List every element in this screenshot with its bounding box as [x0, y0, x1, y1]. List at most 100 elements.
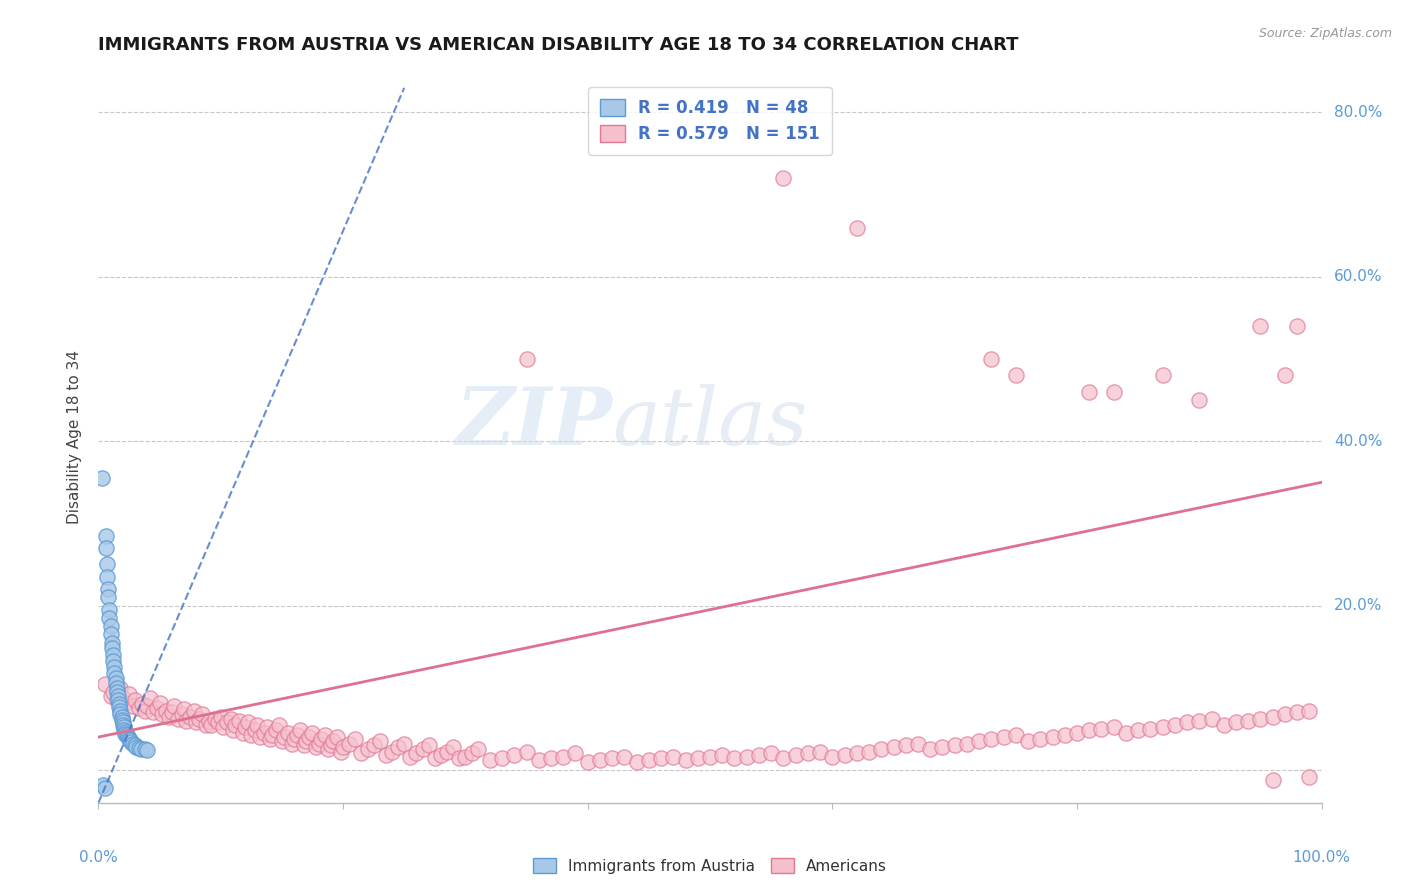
Point — [1017, 734, 1039, 748]
Point — [110, 681, 132, 695]
Point — [318, 742, 340, 756]
Point — [858, 745, 880, 759]
Point — [93, 676, 115, 690]
Point — [204, 712, 226, 726]
Point — [107, 693, 129, 707]
Point — [430, 748, 453, 763]
Point — [100, 619, 122, 633]
Text: 20.0%: 20.0% — [1334, 598, 1382, 613]
Point — [797, 747, 820, 761]
Point — [527, 753, 550, 767]
Point — [200, 717, 222, 731]
Point — [219, 712, 242, 726]
Point — [256, 720, 278, 734]
Point — [1237, 714, 1260, 728]
Point — [105, 685, 128, 699]
Point — [808, 745, 831, 759]
Point — [1066, 726, 1088, 740]
Point — [269, 717, 291, 731]
Point — [1274, 368, 1296, 383]
Point — [436, 745, 458, 759]
Point — [94, 529, 117, 543]
Point — [1164, 717, 1187, 731]
Point — [613, 749, 636, 764]
Point — [176, 714, 198, 728]
Point — [173, 702, 195, 716]
Point — [845, 220, 868, 235]
Point — [503, 748, 526, 763]
Point — [228, 714, 250, 728]
Point — [236, 715, 259, 730]
Point — [243, 723, 266, 738]
Point — [292, 739, 315, 753]
Point — [460, 747, 482, 761]
Point — [1102, 720, 1125, 734]
Point — [834, 748, 856, 763]
Point — [711, 748, 734, 763]
Point — [931, 739, 953, 754]
Y-axis label: Disability Age 18 to 34: Disability Age 18 to 34 — [67, 350, 83, 524]
Point — [121, 737, 143, 751]
Point — [1139, 722, 1161, 736]
Point — [785, 748, 807, 763]
Point — [128, 740, 150, 755]
Point — [110, 704, 132, 718]
Point — [134, 704, 156, 718]
Point — [187, 712, 209, 726]
Point — [136, 743, 159, 757]
Point — [626, 755, 648, 769]
Point — [314, 728, 336, 742]
Point — [1004, 368, 1026, 383]
Point — [283, 731, 305, 746]
Point — [114, 727, 136, 741]
Point — [103, 660, 125, 674]
Point — [662, 749, 685, 764]
Point — [735, 749, 758, 764]
Point — [1102, 384, 1125, 399]
Point — [105, 693, 128, 707]
Point — [108, 700, 131, 714]
Point — [120, 735, 142, 749]
Point — [491, 750, 513, 764]
Point — [967, 734, 990, 748]
Point — [215, 715, 238, 730]
Point — [1053, 728, 1076, 742]
Point — [150, 706, 173, 721]
Point — [224, 717, 246, 731]
Point — [478, 753, 501, 767]
Point — [114, 696, 136, 710]
Text: IMMIGRANTS FROM AUSTRIA VS AMERICAN DISABILITY AGE 18 TO 34 CORRELATION CHART: IMMIGRANTS FROM AUSTRIA VS AMERICAN DISA… — [98, 36, 1019, 54]
Point — [118, 731, 141, 746]
Point — [111, 715, 134, 730]
Point — [1078, 723, 1101, 738]
Point — [110, 706, 132, 721]
Point — [1029, 731, 1052, 746]
Point — [264, 723, 287, 738]
Point — [149, 696, 172, 710]
Point — [1286, 319, 1309, 334]
Point — [111, 690, 134, 705]
Point — [134, 742, 156, 756]
Point — [179, 709, 201, 723]
Point — [186, 715, 208, 730]
Point — [136, 698, 159, 713]
Point — [305, 739, 328, 754]
Point — [993, 730, 1015, 744]
Point — [103, 665, 125, 680]
Point — [686, 751, 709, 765]
Point — [1152, 720, 1174, 734]
Point — [142, 706, 165, 720]
Point — [252, 726, 274, 740]
Point — [589, 753, 612, 767]
Point — [363, 739, 385, 753]
Point — [112, 723, 135, 737]
Point — [1261, 709, 1284, 723]
Point — [232, 726, 254, 740]
Point — [124, 739, 146, 753]
Point — [100, 689, 122, 703]
Point — [515, 745, 537, 759]
Point — [270, 734, 294, 748]
Point — [449, 751, 471, 765]
Point — [540, 751, 562, 765]
Point — [183, 704, 205, 718]
